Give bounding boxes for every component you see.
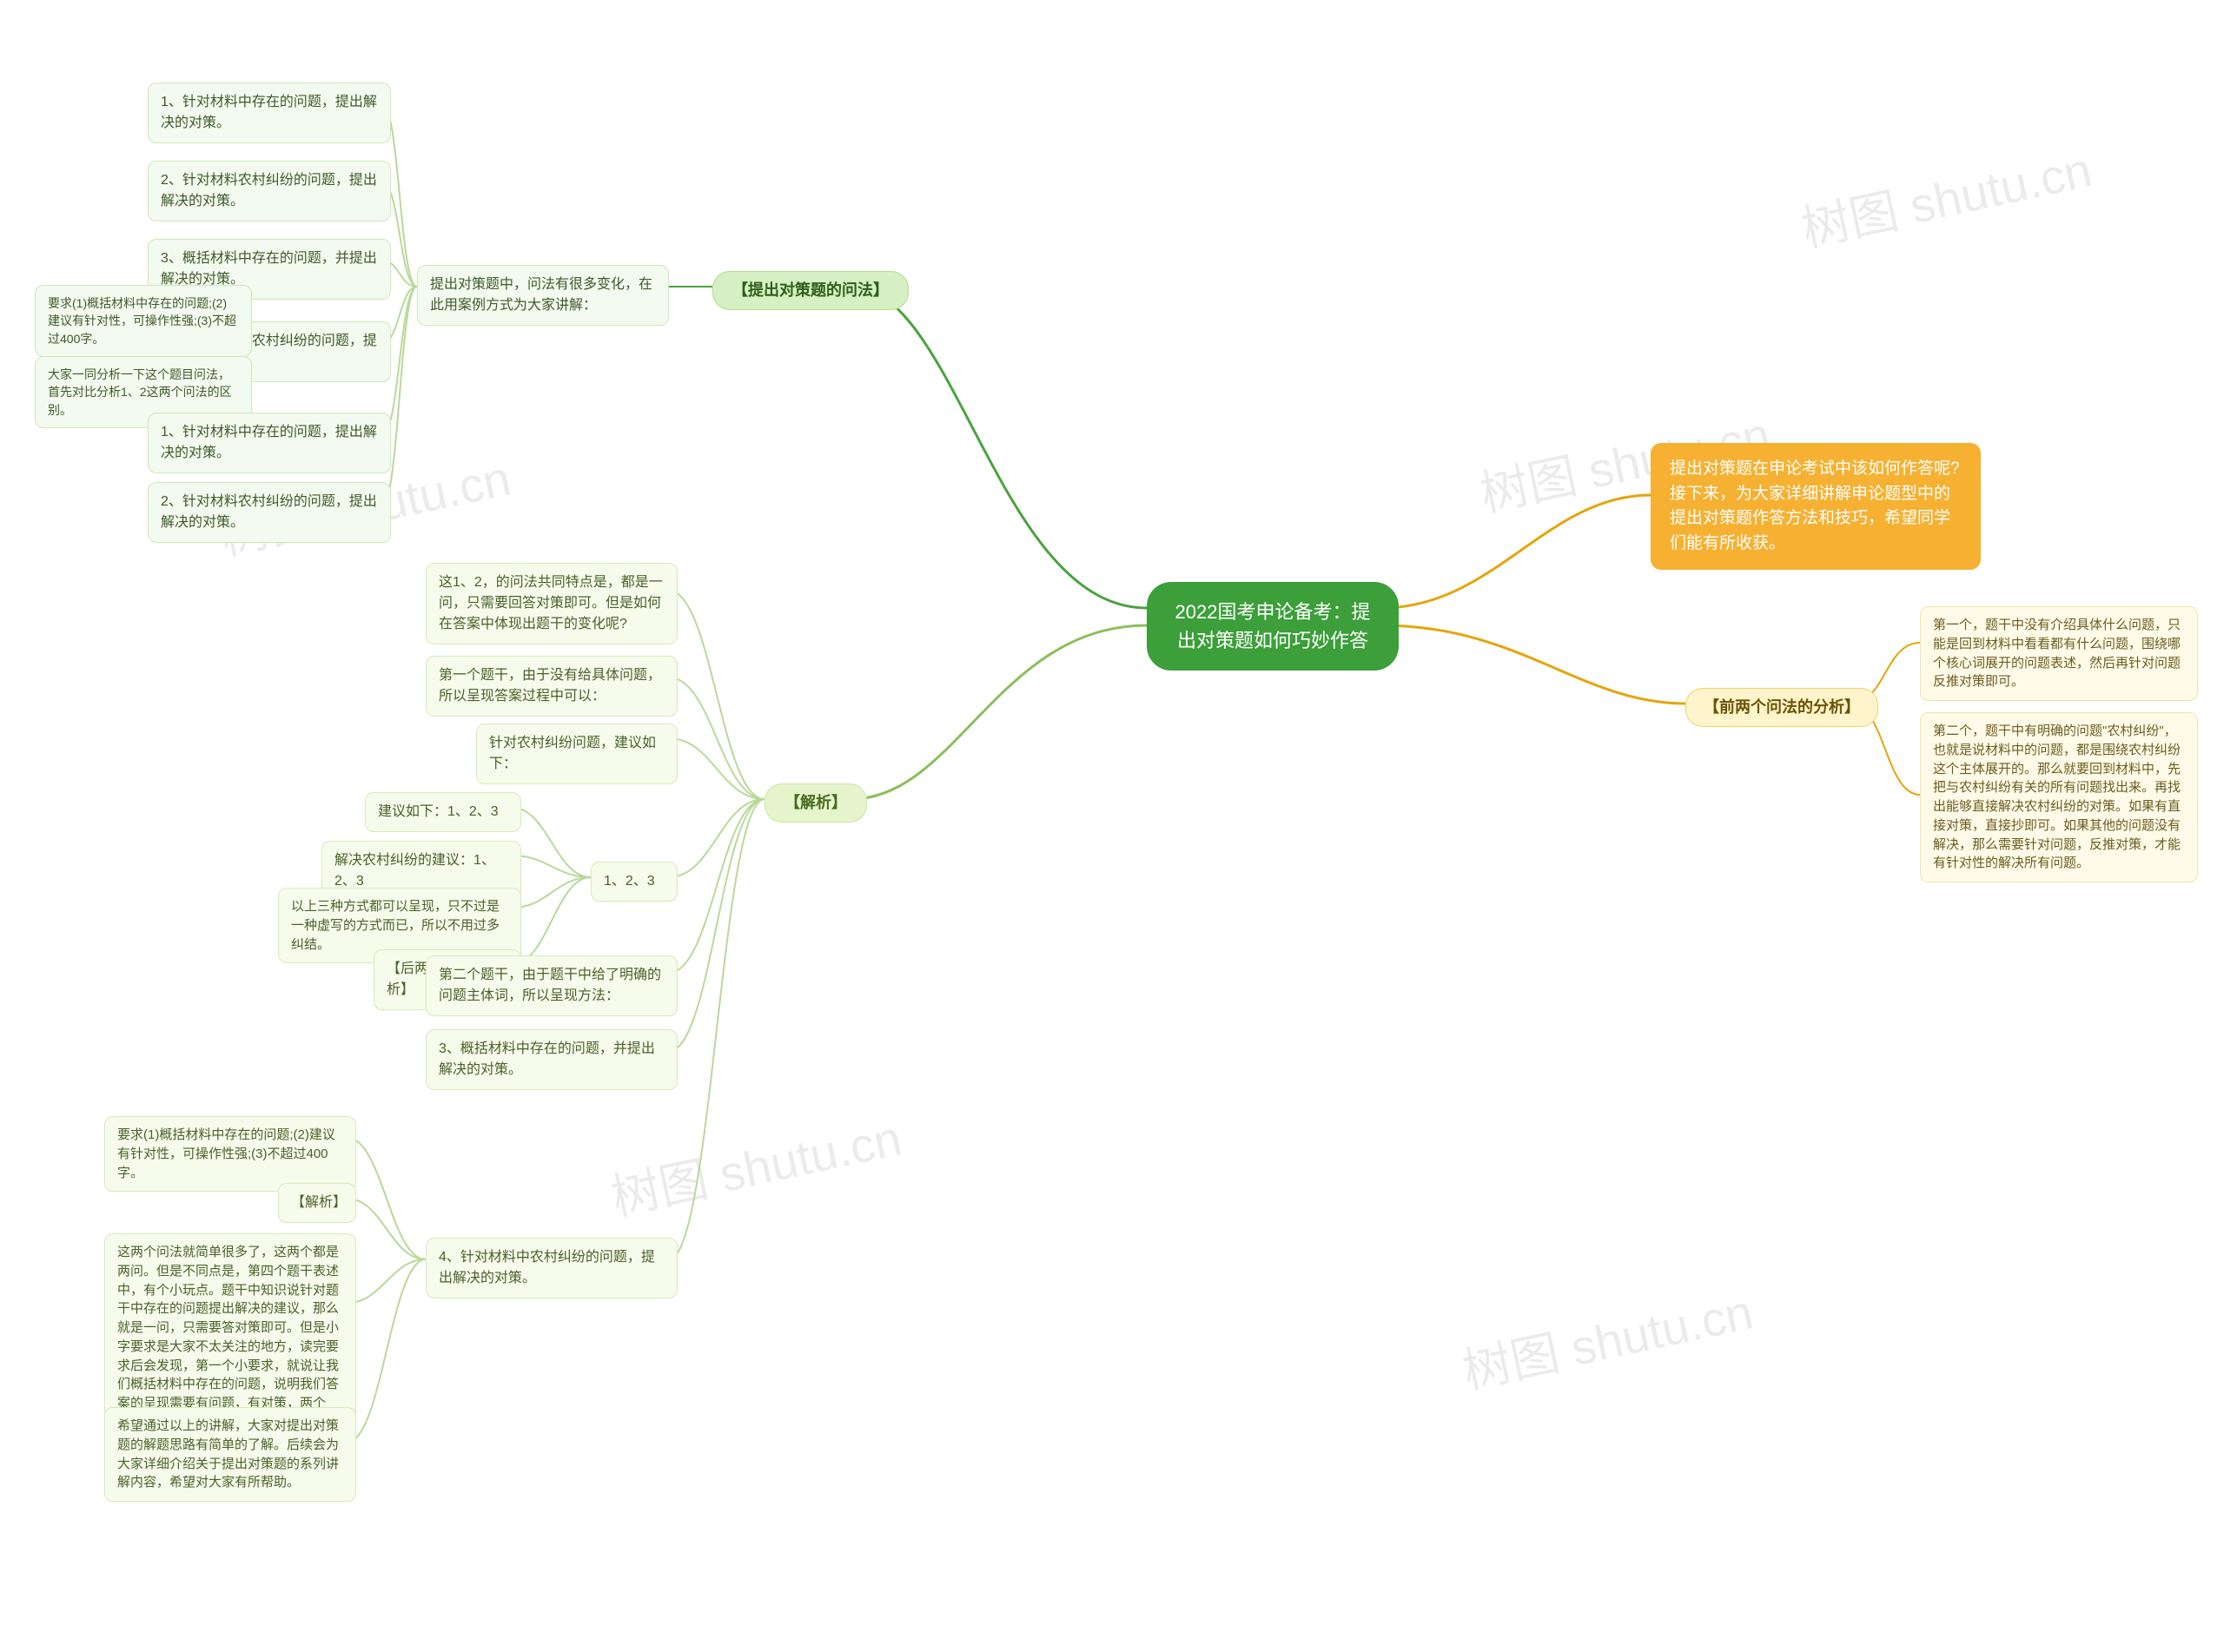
method-g1-2: 2、针对材料农村纠纷的问题，提出解决的对策。 <box>148 161 391 221</box>
parse-p2: 第一个题干，由于没有给具体问题，所以呈现答案过程中可以： <box>426 656 678 717</box>
parse-123: 1、2、3 <box>591 862 678 902</box>
parse-p3: 针对农村纠纷问题，建议如下： <box>476 724 678 784</box>
intro-box: 提出对策题在申论考试中该如何作答呢?接下来，为大家详细讲解申论题型中的提出对策题… <box>1651 443 1981 570</box>
watermark: 树图 shutu.cn <box>1455 1273 1758 1404</box>
watermark: 树图 shutu.cn <box>604 1100 907 1230</box>
method-g1-1: 1、针对材料中存在的问题，提出解决的对策。 <box>148 83 391 143</box>
parse-p7-head: 4、针对材料中农村纠纷的问题，提出解决的对策。 <box>426 1238 678 1298</box>
section-analysis: 【前两个问法的分析】 <box>1685 688 1878 727</box>
parse-p5: 第二个题干，由于题干中给了明确的问题主体词，所以呈现方法： <box>426 955 678 1016</box>
method-lead: 提出对策题中，问法有很多变化，在此用案例方式为大家讲解： <box>417 265 669 326</box>
root-node: 2022国考申论备考：提出对策题如何巧妙作答 <box>1147 582 1399 671</box>
parse-p1: 这1、2，的问法共同特点是，都是一问，只需要回答对策即可。但是如何在答案中体现出… <box>426 563 678 644</box>
method-g2-1: 1、针对材料中存在的问题，提出解决的对策。 <box>148 413 391 473</box>
method-req: 要求(1)概括材料中存在的问题;(2)建议有针对性，可操作性强;(3)不超过40… <box>35 285 252 357</box>
analysis-item-2: 第二个，题干中有明确的问题"农村纠纷"，也就是说材料中的问题，都是围绕农村纠纷这… <box>1920 712 2198 882</box>
parse-123-a: 建议如下：1、2、3 <box>365 792 521 832</box>
section-method: 【提出对策题的问法】 <box>712 271 909 310</box>
parse-p7-d: 希望通过以上的讲解，大家对提出对策题的解题思路有简单的了解。后续会为大家详细介绍… <box>104 1407 356 1502</box>
method-g2-2: 2、针对材料农村纠纷的问题，提出解决的对策。 <box>148 482 391 543</box>
section-parse: 【解析】 <box>764 783 867 823</box>
parse-p6: 3、概括材料中存在的问题，并提出解决的对策。 <box>426 1029 678 1090</box>
watermark: 树图 shutu.cn <box>1794 131 2097 261</box>
analysis-item-1: 第一个，题干中没有介绍具体什么问题，只能是回到材料中看看都有什么问题，围绕哪个核… <box>1920 606 2198 701</box>
parse-p7-a: 要求(1)概括材料中存在的问题;(2)建议有针对性，可操作性强;(3)不超过40… <box>104 1116 356 1192</box>
parse-p7-b: 【解析】 <box>278 1183 356 1223</box>
